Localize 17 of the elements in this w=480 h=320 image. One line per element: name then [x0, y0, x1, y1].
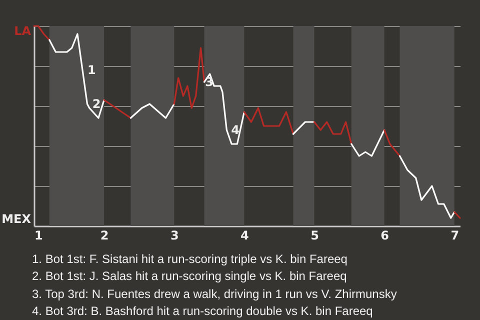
text: 3. Top 3rd: N. Fuentes drew a walk, driving in 1 run vs V. Zhirmunsky	[32, 286, 398, 303]
x-tick-label: 2	[100, 228, 109, 242]
text: LA	[14, 24, 32, 38]
x-tick-label: 5	[310, 228, 319, 242]
x-tick-label: 7	[450, 228, 460, 242]
x-tick-label: 1	[34, 228, 43, 242]
text: 1. Bot 1st: F. Sistani hit a run-scoring triple vs K. bin Fareeq	[32, 251, 348, 268]
annotation: 1	[87, 63, 96, 77]
x-tick-label: 3	[170, 228, 179, 242]
text: MEX	[2, 212, 32, 226]
text: 2. Bot 1st: J. Salas hit a run-scoring single vs K. bin Fareeq	[32, 268, 348, 286]
x-tick-label: 4	[240, 228, 249, 242]
x-tick-label: 6	[380, 228, 390, 242]
annotation: 4	[231, 123, 240, 137]
annotation: 3	[205, 75, 214, 89]
text: 4. Bot 3rd: B. Bashford hit a run-scoring double vs K. bin Fareeq	[32, 303, 374, 320]
annotation: 2	[92, 97, 101, 111]
